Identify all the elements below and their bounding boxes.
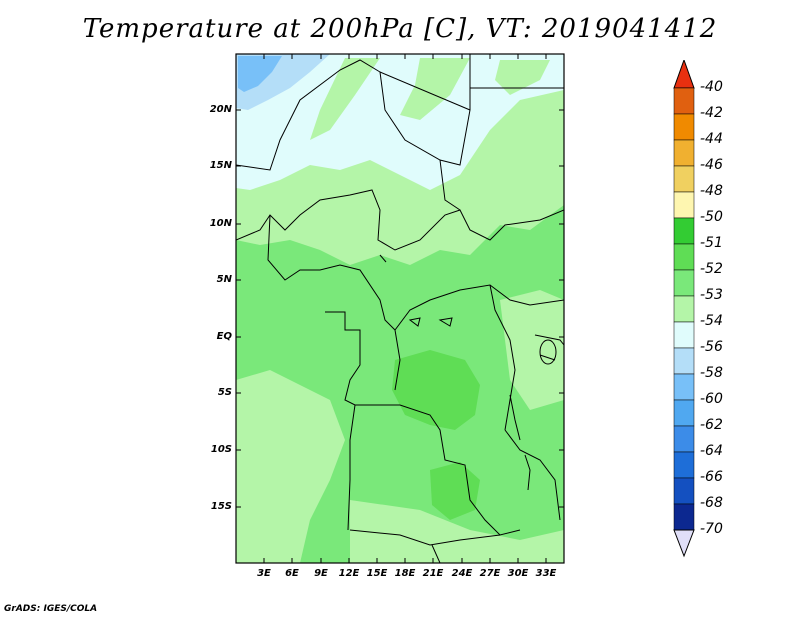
field-green-streak — [310, 58, 380, 140]
colorbar-label: -53 — [700, 287, 723, 303]
colorbar — [673, 60, 695, 558]
colorbar-label: -44 — [700, 131, 723, 147]
colorbar-bottom-arrow — [673, 529, 695, 558]
colorbar-cell — [673, 191, 695, 219]
colorbar-label: -48 — [700, 183, 723, 199]
field-green-streak — [495, 60, 550, 95]
field-pale-green-southwest — [236, 370, 345, 563]
colorbar-label: -70 — [700, 521, 723, 537]
colorbar-label: -46 — [700, 157, 723, 173]
lon-label: 9E — [314, 568, 328, 579]
map-title: Temperature at 200hPa [C], VT: 201904141… — [82, 14, 718, 44]
colorbar-label: -42 — [700, 105, 723, 121]
colorbar-cell — [673, 269, 695, 297]
colorbar-cell — [673, 217, 695, 245]
colorbar-cell — [673, 425, 695, 453]
colorbar-cell — [673, 113, 695, 141]
map-frame — [235, 53, 565, 564]
lat-label: 10N — [209, 218, 232, 229]
colorbar-cell — [673, 321, 695, 349]
lat-label: 15S — [210, 501, 232, 512]
lat-label: 10S — [210, 444, 232, 455]
lon-label: 6E — [285, 568, 299, 579]
field-blue-dark-patch — [238, 56, 282, 92]
colorbar-cell — [673, 503, 695, 531]
lon-label: 24E — [451, 568, 473, 579]
colorbar-cell — [673, 139, 695, 167]
field-pale-green-east — [500, 290, 564, 410]
lon-label: 12E — [338, 568, 360, 579]
colorbar-label: -51 — [700, 235, 723, 251]
colorbar-cell — [673, 451, 695, 479]
lon-label: 18E — [394, 568, 416, 579]
colorbar-cell — [673, 295, 695, 323]
lon-label: 21E — [422, 568, 444, 579]
lat-label: 5N — [216, 274, 232, 285]
lon-label: 30E — [507, 568, 529, 579]
colorbar-label: -68 — [700, 495, 723, 511]
colorbar-label: -66 — [700, 469, 723, 485]
colorbar-cell — [673, 347, 695, 375]
grads-credit: GrADS: IGES/COLA — [4, 604, 98, 614]
colorbar-top-arrow — [673, 60, 695, 89]
field-green-streak — [400, 58, 470, 120]
lat-label: 20N — [209, 104, 232, 115]
temperature-field — [236, 54, 564, 563]
lat-label: EQ — [216, 331, 232, 342]
colorbar-label: -54 — [700, 313, 723, 329]
field-pale-green-south — [350, 500, 564, 563]
colorbar-label: -64 — [700, 443, 723, 459]
lon-label: 27E — [479, 568, 501, 579]
colorbar-cell — [673, 243, 695, 271]
colorbar-cells — [673, 87, 695, 531]
colorbar-label: -50 — [700, 209, 723, 225]
colorbar-label: -60 — [700, 391, 723, 407]
lon-label: 33E — [535, 568, 557, 579]
lon-label: 3E — [257, 568, 271, 579]
colorbar-label: -56 — [700, 339, 723, 355]
colorbar-label: -52 — [700, 261, 723, 277]
colorbar-cell — [673, 477, 695, 505]
colorbar-label: -58 — [700, 365, 723, 381]
axis-ticks — [236, 54, 564, 563]
lat-label: 15N — [209, 160, 232, 171]
colorbar-label: -62 — [700, 417, 723, 433]
colorbar-cell — [673, 87, 695, 115]
lon-label: 15E — [366, 568, 388, 579]
country-borders — [236, 54, 564, 563]
colorbar-cell — [673, 165, 695, 193]
lat-label: 5S — [217, 387, 232, 398]
field-dark-green-south — [430, 462, 480, 520]
colorbar-label: -40 — [700, 79, 723, 95]
colorbar-cell — [673, 399, 695, 427]
lakes — [379, 254, 557, 491]
colorbar-cell — [673, 373, 695, 401]
